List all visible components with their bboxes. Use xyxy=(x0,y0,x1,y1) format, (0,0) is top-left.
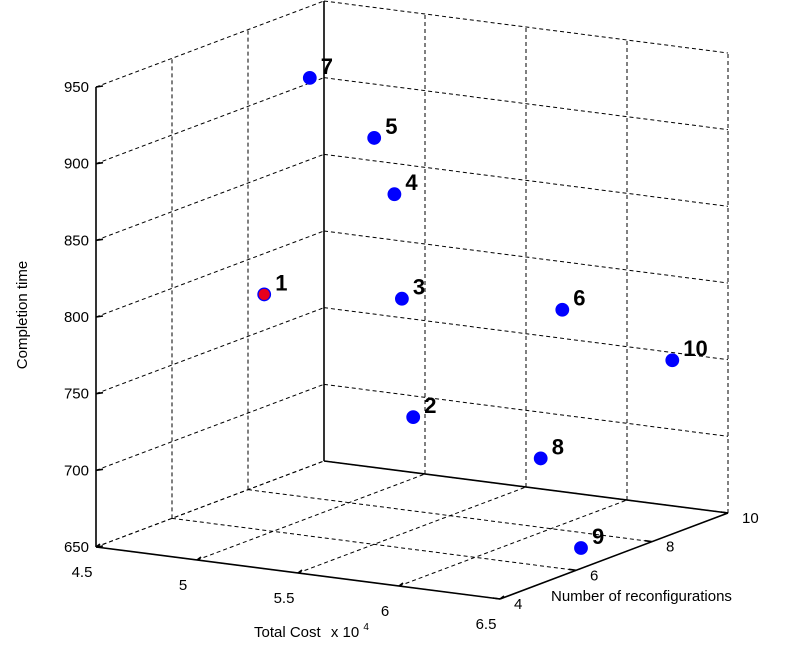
data-point-label-2: 2 xyxy=(424,393,436,418)
x-axis-label-multiplier: x 10 xyxy=(331,624,359,641)
left-wall-grid-z xyxy=(95,307,325,395)
back-wall-grid-z xyxy=(323,383,729,437)
data-point-label-8: 8 xyxy=(552,434,564,459)
floor-grid-x xyxy=(297,486,527,574)
data-point-label-3: 3 xyxy=(413,275,425,300)
back-wall-grid-z xyxy=(323,77,729,131)
data-point-4 xyxy=(387,187,402,202)
x-tick-mark xyxy=(297,569,303,574)
y-tick-label: 6 xyxy=(590,567,598,584)
left-wall-grid-z xyxy=(95,77,325,165)
z-tick-label: 800 xyxy=(64,309,89,326)
x-tick-label: 6 xyxy=(381,603,389,620)
y-tick-mark xyxy=(492,597,501,600)
data-point-9 xyxy=(574,541,588,555)
left-wall-grid-z xyxy=(95,230,325,318)
data-point-6 xyxy=(555,302,570,317)
z-tick-label: 950 xyxy=(64,79,89,96)
floor-back-edge xyxy=(323,460,729,514)
y-tick-mark xyxy=(720,511,729,514)
floor-grid-x xyxy=(196,473,426,561)
z-tick-label: 900 xyxy=(64,156,89,173)
floor-grid-x xyxy=(398,499,628,587)
data-point-5 xyxy=(367,131,382,145)
z-tick-label: 850 xyxy=(64,232,89,249)
x-tick-label: 5.5 xyxy=(274,590,295,607)
x-tick-mark xyxy=(499,595,505,600)
left-wall-grid-z xyxy=(95,460,325,548)
data-points: 1 2 3 4 5 6 7 8 9 10 xyxy=(257,54,708,555)
axes xyxy=(95,1,729,600)
y-tick-label: 4 xyxy=(514,596,522,613)
data-point-2 xyxy=(406,410,421,424)
back-wall-grid-z xyxy=(323,153,729,207)
x-tick-mark xyxy=(196,556,202,561)
back-wall-grid-z xyxy=(323,230,729,284)
z-axis-label: Completion time xyxy=(14,261,31,369)
y-axis-line xyxy=(499,512,729,600)
z-tick-mark xyxy=(95,468,104,472)
x-axis-label-text: Total Cost xyxy=(254,624,322,641)
z-tick-mark xyxy=(95,315,104,318)
z-tick-mark xyxy=(95,238,104,242)
x-tick-label: 5 xyxy=(179,577,187,594)
data-point-7 xyxy=(302,71,317,85)
z-tick-label: 700 xyxy=(64,462,89,479)
left-wall-grid-z xyxy=(95,0,325,88)
y-tick-mark xyxy=(644,539,653,543)
z-tick-mark xyxy=(95,161,104,165)
floor-grid-y xyxy=(247,489,653,543)
data-point-1 xyxy=(257,287,272,302)
left-wall-grid-z xyxy=(95,383,325,471)
y-tick-label: 10 xyxy=(742,510,759,527)
data-point-3 xyxy=(394,291,409,306)
z-tick-label: 650 xyxy=(64,539,89,556)
data-point-label-5: 5 xyxy=(385,114,397,139)
data-point-label-7: 7 xyxy=(321,54,333,79)
grid-lines xyxy=(95,0,729,600)
back-wall-grid-z xyxy=(323,0,729,54)
left-wall-grid-z xyxy=(95,153,325,241)
back-wall-grid-z xyxy=(323,307,729,361)
tick-labels: 650 700 750 800 850 900 950 4.5 5 5.5 6 6.5 4 6 8 10 xyxy=(64,79,759,633)
x-tick-label: 4.5 xyxy=(72,564,93,581)
data-point-label-10: 10 xyxy=(683,336,707,361)
z-tick-mark xyxy=(95,85,104,88)
x-tick-mark xyxy=(398,582,404,587)
y-tick-label: 8 xyxy=(666,539,674,556)
z-tick-mark xyxy=(95,391,104,395)
data-point-label-9: 9 xyxy=(592,524,604,549)
y-tick-mark xyxy=(568,568,577,572)
data-point-label-6: 6 xyxy=(573,286,585,311)
data-point-8 xyxy=(533,451,548,466)
x-tick-mark xyxy=(95,543,101,548)
data-point-10 xyxy=(665,353,680,368)
data-point-label-1: 1 xyxy=(275,270,287,295)
x-axis-label: Total Cost x 10 4 xyxy=(254,622,369,641)
x-axis-label-exponent: 4 xyxy=(363,622,369,633)
x-tick-label: 6.5 xyxy=(476,616,497,633)
data-point-label-4: 4 xyxy=(405,170,418,195)
floor-grid-y xyxy=(171,517,577,571)
z-tick-label: 750 xyxy=(64,386,89,403)
y-axis-label: Number of reconfigurations xyxy=(551,588,732,605)
